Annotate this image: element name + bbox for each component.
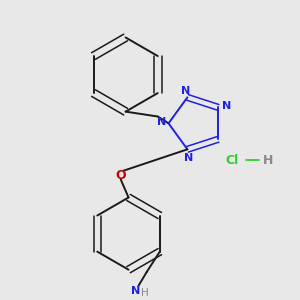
Text: N: N — [222, 101, 231, 111]
Text: N: N — [157, 117, 166, 127]
Text: O: O — [116, 169, 126, 182]
Text: Cl: Cl — [225, 154, 239, 167]
Text: H: H — [263, 154, 273, 167]
Text: N: N — [184, 152, 194, 163]
Text: N: N — [131, 286, 140, 296]
Text: N: N — [181, 86, 190, 96]
Text: H: H — [141, 289, 149, 298]
